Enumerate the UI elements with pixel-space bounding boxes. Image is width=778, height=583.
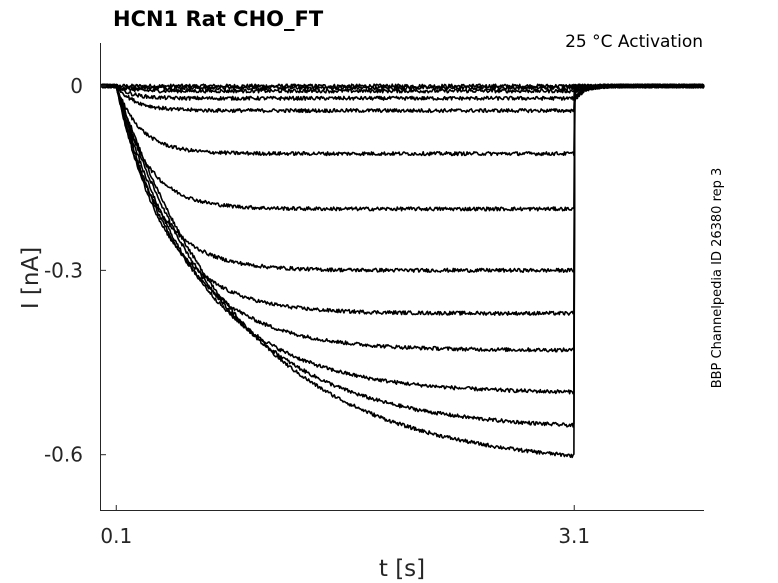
x-tick-label: 0.1: [100, 524, 132, 548]
y-tick-label: 0: [70, 74, 83, 98]
side-id-label: BBP Channelpedia ID 26380 rep 3: [710, 168, 725, 389]
y-axis-label: I [nA]: [18, 247, 44, 309]
y-ticks-group: 0 -0.3 -0.6: [44, 74, 106, 467]
y-tick-label: -0.3: [44, 258, 83, 282]
current-trace: [100, 83, 705, 459]
x-tick-label: 3.1: [558, 524, 590, 548]
current-trace: [100, 83, 705, 157]
traces-group: [100, 83, 705, 459]
y-tick-label: -0.6: [44, 443, 83, 467]
x-axis-label: t [s]: [379, 556, 425, 582]
current-trace: [100, 83, 705, 428]
chart-title: HCN1 Rat CHO_FT: [113, 7, 324, 31]
current-trace: [100, 83, 705, 316]
x-ticks-group: 0.1 3.1: [100, 505, 590, 548]
chart-annotation: 25 °C Activation: [565, 32, 703, 52]
current-trace: [100, 83, 705, 212]
current-trace: [100, 83, 705, 273]
